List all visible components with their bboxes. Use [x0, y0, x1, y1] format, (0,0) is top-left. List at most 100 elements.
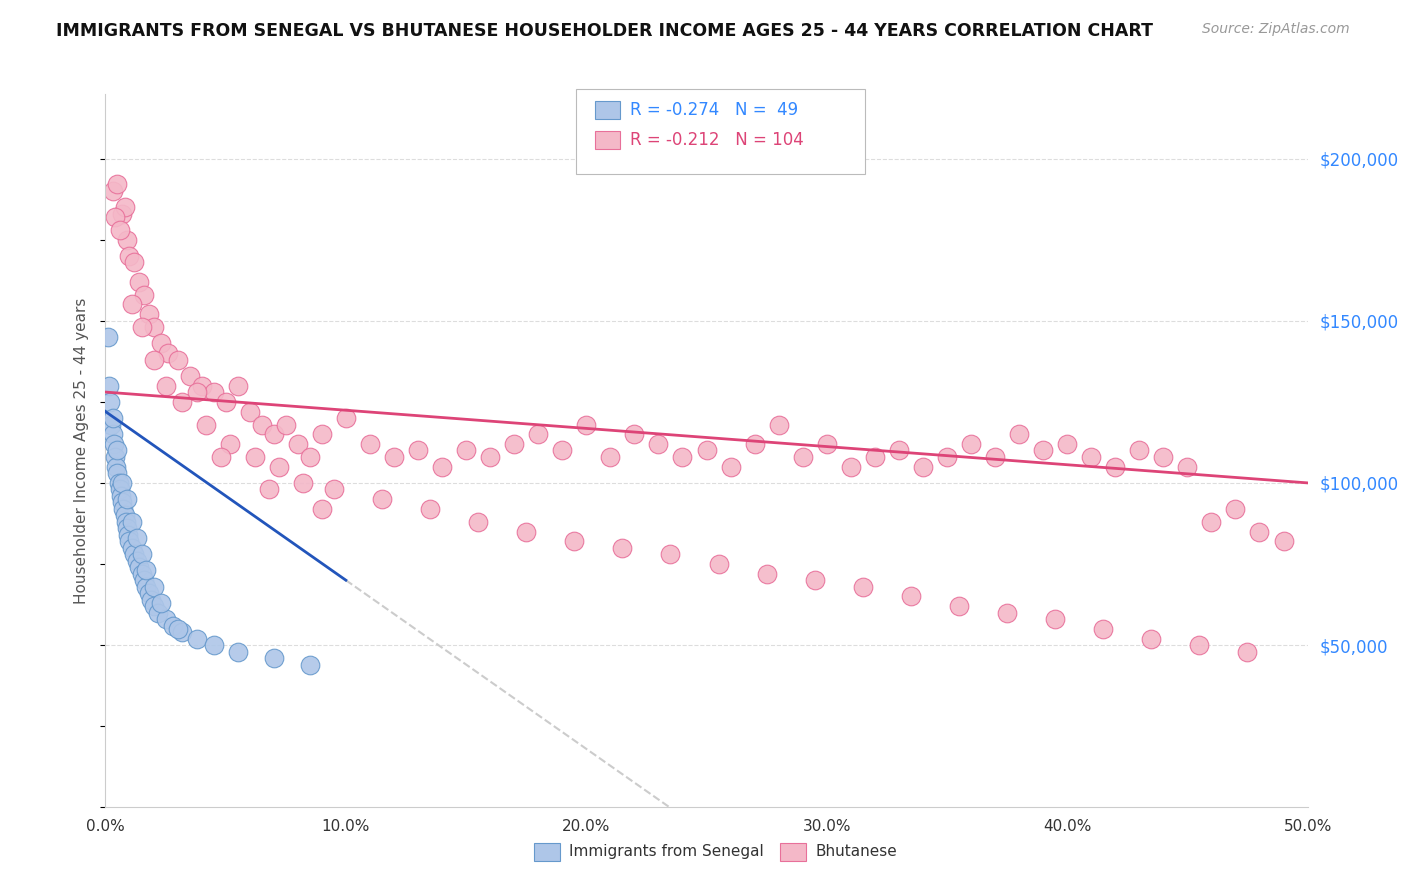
Point: [202, 385, 225, 400]
Point: [1249, 524, 1271, 539]
Point: [118, 249, 141, 263]
Point: [1236, 644, 1258, 658]
Point: [190, 378, 212, 392]
Point: [382, 450, 405, 464]
Point: [863, 450, 886, 464]
Point: [1104, 459, 1126, 474]
Point: [900, 590, 922, 604]
Point: [132, 287, 155, 301]
Point: [107, 466, 129, 480]
Point: [1008, 427, 1031, 442]
Point: [612, 541, 634, 555]
Point: [115, 233, 138, 247]
Point: [114, 508, 136, 523]
Point: [128, 560, 150, 574]
Point: [155, 612, 177, 626]
Point: [128, 275, 150, 289]
Point: [1175, 459, 1198, 474]
Point: [112, 501, 135, 516]
Point: [111, 207, 134, 221]
Point: [311, 501, 333, 516]
Text: R = -0.212   N = 104: R = -0.212 N = 104: [630, 131, 804, 149]
Point: [311, 427, 333, 442]
Point: [647, 437, 669, 451]
Point: [195, 417, 218, 432]
Point: [155, 378, 177, 392]
Point: [948, 599, 970, 614]
Point: [430, 459, 453, 474]
Text: IMMIGRANTS FROM SENEGAL VS BHUTANESE HOUSEHOLDER INCOME AGES 25 - 44 YEARS CORRE: IMMIGRANTS FROM SENEGAL VS BHUTANESE HOU…: [56, 22, 1153, 40]
Point: [263, 427, 285, 442]
Point: [98, 378, 121, 392]
Point: [1201, 515, 1223, 529]
Point: [101, 184, 124, 198]
Point: [755, 566, 778, 581]
Point: [135, 564, 157, 578]
Point: [792, 450, 814, 464]
Point: [257, 483, 280, 497]
Point: [121, 515, 143, 529]
Point: [98, 394, 121, 409]
Point: [1056, 437, 1078, 451]
Point: [179, 368, 201, 383]
Point: [202, 638, 225, 652]
Point: [359, 437, 381, 451]
Point: [852, 580, 875, 594]
Point: [911, 459, 934, 474]
Point: [118, 534, 141, 549]
Point: [960, 437, 983, 451]
Y-axis label: Householder Income Ages 25 - 44 years: Householder Income Ages 25 - 44 years: [75, 297, 90, 604]
Point: [148, 606, 170, 620]
Point: [108, 483, 131, 497]
Point: [371, 492, 394, 507]
Text: Source: ZipAtlas.com: Source: ZipAtlas.com: [1202, 22, 1350, 37]
Point: [124, 547, 146, 561]
Point: [839, 459, 862, 474]
Point: [406, 443, 429, 458]
Point: [515, 524, 537, 539]
Point: [142, 320, 165, 334]
Point: [1225, 501, 1247, 516]
Point: [131, 547, 153, 561]
Point: [103, 437, 125, 451]
Point: [101, 411, 124, 425]
Point: [274, 417, 297, 432]
Point: [186, 632, 208, 646]
Point: [1080, 450, 1102, 464]
Point: [267, 459, 290, 474]
Point: [132, 573, 155, 587]
Point: [1128, 443, 1150, 458]
Point: [214, 394, 236, 409]
Point: [815, 437, 838, 451]
Point: [138, 586, 160, 600]
Point: [454, 443, 477, 458]
Point: [149, 336, 172, 351]
Point: [298, 450, 321, 464]
Point: [172, 394, 194, 409]
Point: [768, 417, 790, 432]
Point: [623, 427, 645, 442]
Point: [107, 178, 129, 192]
Point: [124, 255, 146, 269]
Point: [110, 489, 132, 503]
Point: [1272, 534, 1295, 549]
Point: [671, 450, 693, 464]
Point: [995, 606, 1018, 620]
Point: [101, 427, 124, 442]
Point: [125, 554, 148, 568]
Point: [335, 411, 357, 425]
Point: [599, 450, 621, 464]
Point: [696, 443, 718, 458]
Point: [125, 531, 148, 545]
Point: [121, 297, 143, 311]
Point: [322, 483, 344, 497]
Point: [166, 622, 188, 636]
Point: [659, 547, 682, 561]
Point: [142, 352, 165, 367]
Point: [105, 459, 128, 474]
Point: [527, 427, 550, 442]
Text: Immigrants from Senegal: Immigrants from Senegal: [569, 845, 765, 859]
Point: [115, 492, 138, 507]
Point: [108, 223, 131, 237]
Point: [209, 450, 232, 464]
